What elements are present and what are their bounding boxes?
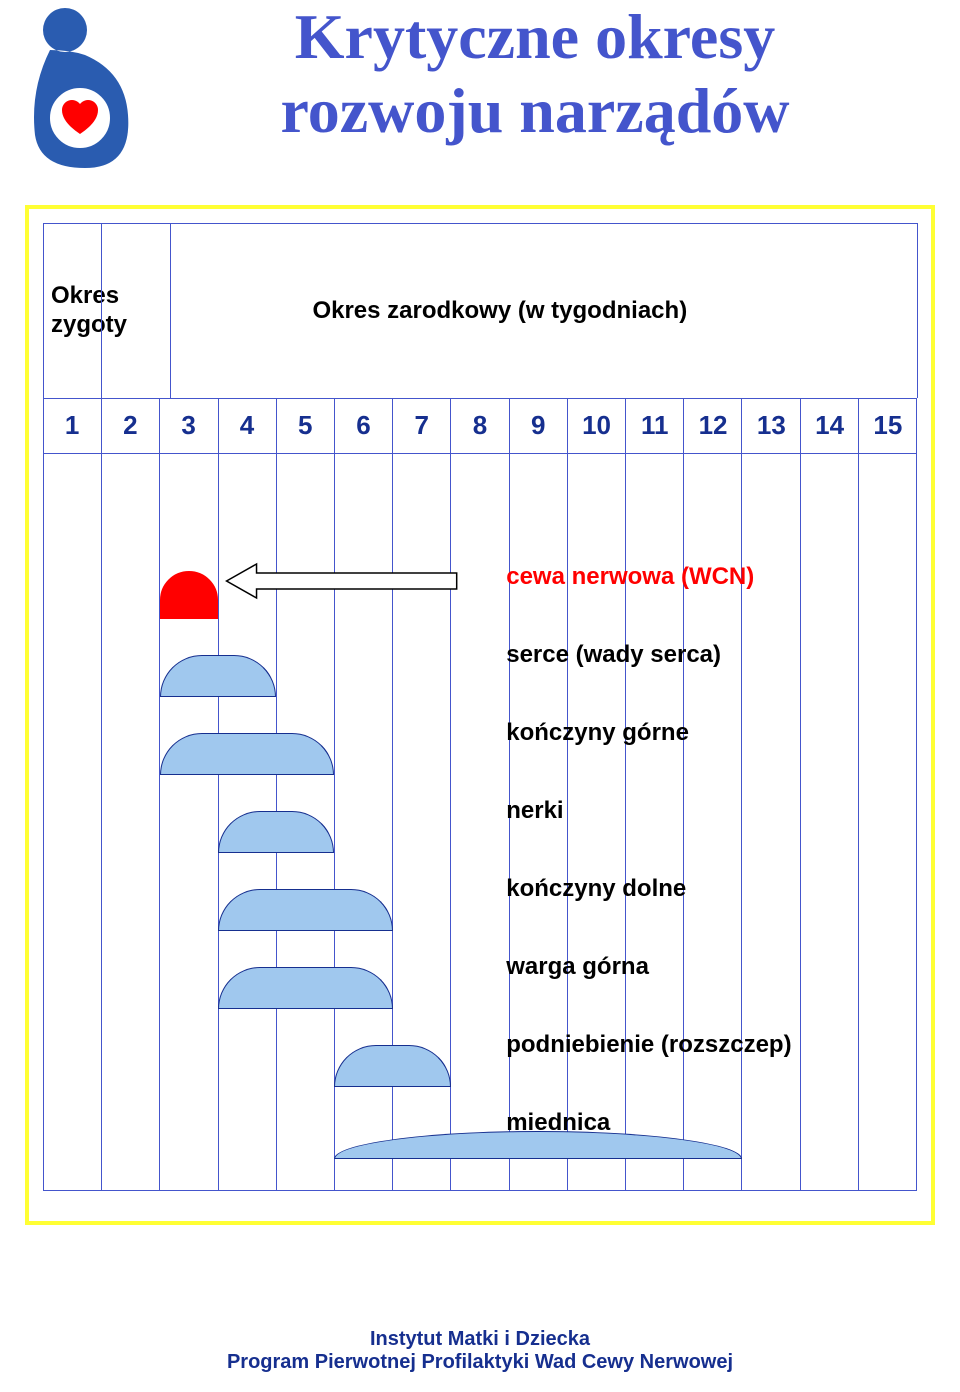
week-number-row: 123456789101112131415 — [43, 398, 917, 453]
week-number: 6 — [334, 398, 392, 453]
header-sep-2 — [170, 223, 171, 398]
week-number: 12 — [684, 398, 742, 453]
logo-pregnancy-icon — [10, 0, 140, 170]
organ-row: miednica — [43, 1089, 917, 1167]
organ-label: serce (wady serca) — [506, 641, 721, 669]
week-number: 8 — [451, 398, 509, 453]
organ-label: miednica — [506, 1109, 610, 1137]
week-number: 5 — [276, 398, 334, 453]
header: Krytyczne okresy rozwoju narządów — [0, 0, 960, 170]
week-number: 11 — [626, 398, 684, 453]
organ-hump — [160, 655, 277, 697]
page-title: Krytyczne okresy rozwoju narządów — [140, 0, 930, 147]
organ-label: nerki — [506, 797, 563, 825]
title-line-1: Krytyczne okresy — [140, 0, 930, 74]
organ-row: podniebienie (rozszczep) — [43, 1011, 917, 1089]
week-number: 7 — [393, 398, 451, 453]
organ-label: kończyny górne — [506, 719, 689, 747]
footer-line-2: Program Pierwotnej Profilaktyki Wad Cewy… — [0, 1351, 960, 1374]
hline-bottom — [43, 1190, 917, 1191]
arrow-left-icon — [43, 551, 917, 611]
organ-hump — [218, 889, 393, 931]
organ-row: warga górna — [43, 933, 917, 1011]
organ-hump — [218, 967, 393, 1009]
week-number: 3 — [160, 398, 218, 453]
grid: Okres zygoty Okres zarodkowy (w tygodnia… — [43, 223, 917, 1191]
organ-label: podniebienie (rozszczep) — [506, 1031, 791, 1059]
week-number: 15 — [859, 398, 917, 453]
week-number: 9 — [509, 398, 567, 453]
organ-row: serce (wady serca) — [43, 621, 917, 699]
week-number: 10 — [567, 398, 625, 453]
chart-frame: Okres zygoty Okres zarodkowy (w tygodnia… — [25, 205, 935, 1225]
title-line-2: rozwoju narządów — [140, 74, 930, 148]
hline-weeks — [43, 453, 917, 454]
period-header: Okres zygoty Okres zarodkowy (w tygodnia… — [43, 223, 917, 398]
embryo-period-label: Okres zarodkowy (w tygodniach) — [170, 297, 917, 325]
zygote-period-label: Okres zygoty — [43, 282, 170, 340]
organ-label: kończyny dolne — [506, 875, 686, 903]
organ-label: warga górna — [506, 953, 649, 981]
organ-hump — [218, 811, 335, 853]
organ-hump — [334, 1045, 451, 1087]
week-number: 4 — [218, 398, 276, 453]
footer: Instytut Matki i Dziecka Program Pierwot… — [0, 1328, 960, 1374]
organ-hump — [160, 733, 335, 775]
week-number: 13 — [742, 398, 800, 453]
organ-row: kończyny dolne — [43, 855, 917, 933]
header-sep-1 — [101, 223, 102, 398]
week-number: 1 — [43, 398, 101, 453]
footer-line-1: Instytut Matki i Dziecka — [0, 1328, 960, 1351]
organ-row: kończyny górne — [43, 699, 917, 777]
organ-row: nerki — [43, 777, 917, 855]
week-number: 14 — [800, 398, 858, 453]
week-number: 2 — [101, 398, 159, 453]
